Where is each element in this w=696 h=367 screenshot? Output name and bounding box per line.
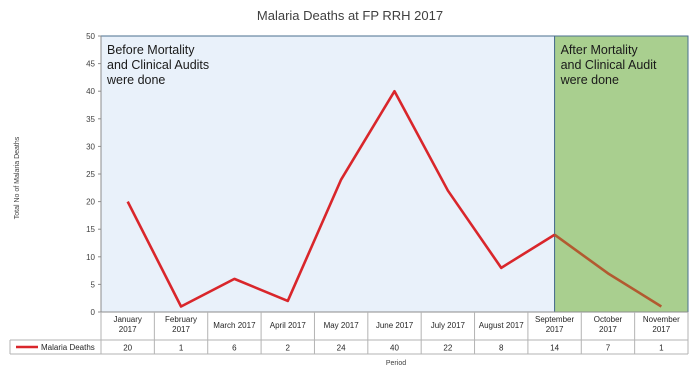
y-tick-label: 45 bbox=[86, 60, 95, 69]
series-layer bbox=[126, 89, 663, 308]
y-tick-label: 30 bbox=[86, 142, 95, 151]
region-1-label-line: were done bbox=[560, 73, 619, 87]
x-category-label: February bbox=[165, 315, 197, 324]
region-0-label-line: Before Mortality bbox=[107, 43, 195, 57]
x-category-label: April 2017 bbox=[270, 321, 307, 330]
y-tick-labels: 0 5 10 15 20 25 30 35 40 45 50 bbox=[86, 32, 95, 317]
x-category-label: 2017 bbox=[652, 325, 670, 334]
x-category-label: September bbox=[535, 315, 574, 324]
y-tick-label: 50 bbox=[86, 32, 95, 41]
table-value: 7 bbox=[606, 344, 611, 353]
y-tick-label: 5 bbox=[91, 280, 96, 289]
table-value: 24 bbox=[337, 344, 346, 353]
x-axis-title: Period bbox=[386, 360, 406, 367]
y-tick-label: 15 bbox=[86, 225, 95, 234]
table-value: 14 bbox=[550, 344, 559, 353]
x-category-label: 2017 bbox=[119, 325, 137, 334]
region-0-label-line: were done bbox=[106, 73, 165, 87]
region-1-label-line: and Clinical Audit bbox=[561, 58, 657, 72]
table-value: 40 bbox=[390, 344, 399, 353]
y-tick-label: 0 bbox=[91, 308, 96, 317]
x-category-label: July 2017 bbox=[431, 321, 466, 330]
region-0-label-line: and Clinical Audits bbox=[107, 58, 209, 72]
y-tick-label: 25 bbox=[86, 170, 95, 179]
table-value: 20 bbox=[123, 344, 132, 353]
x-category-label: October bbox=[594, 315, 623, 324]
table-value: 22 bbox=[443, 344, 452, 353]
legend-label: Malaria Deaths bbox=[41, 343, 95, 352]
x-category-label: 2017 bbox=[172, 325, 190, 334]
table-value: 6 bbox=[232, 344, 237, 353]
y-tick-label: 10 bbox=[86, 253, 95, 262]
x-category-label: November bbox=[643, 315, 680, 324]
x-category-label: January bbox=[113, 315, 141, 324]
region-0 bbox=[100, 35, 556, 313]
x-category-label: March 2017 bbox=[213, 321, 256, 330]
table-value: 1 bbox=[659, 344, 664, 353]
x-category-label: 2017 bbox=[546, 325, 564, 334]
x-category-label: August 2017 bbox=[479, 321, 524, 330]
region-1-label-line: After Mortality bbox=[561, 43, 639, 57]
y-tick-label: 40 bbox=[86, 87, 95, 96]
table-value: 8 bbox=[499, 344, 504, 353]
x-category-label: June 2017 bbox=[376, 321, 414, 330]
chart-title: Malaria Deaths at FP RRH 2017 bbox=[257, 8, 443, 23]
y-axis-title: Total No of Malaria Deaths bbox=[14, 136, 21, 219]
region-1 bbox=[554, 35, 689, 313]
x-category-label: May 2017 bbox=[324, 321, 360, 330]
x-category-label: 2017 bbox=[599, 325, 617, 334]
table-value: 1 bbox=[179, 344, 184, 353]
axes-layer bbox=[98, 35, 688, 313]
y-tick-label: 35 bbox=[86, 115, 95, 124]
table-value: 2 bbox=[286, 344, 291, 353]
y-tick-label: 20 bbox=[86, 198, 95, 207]
